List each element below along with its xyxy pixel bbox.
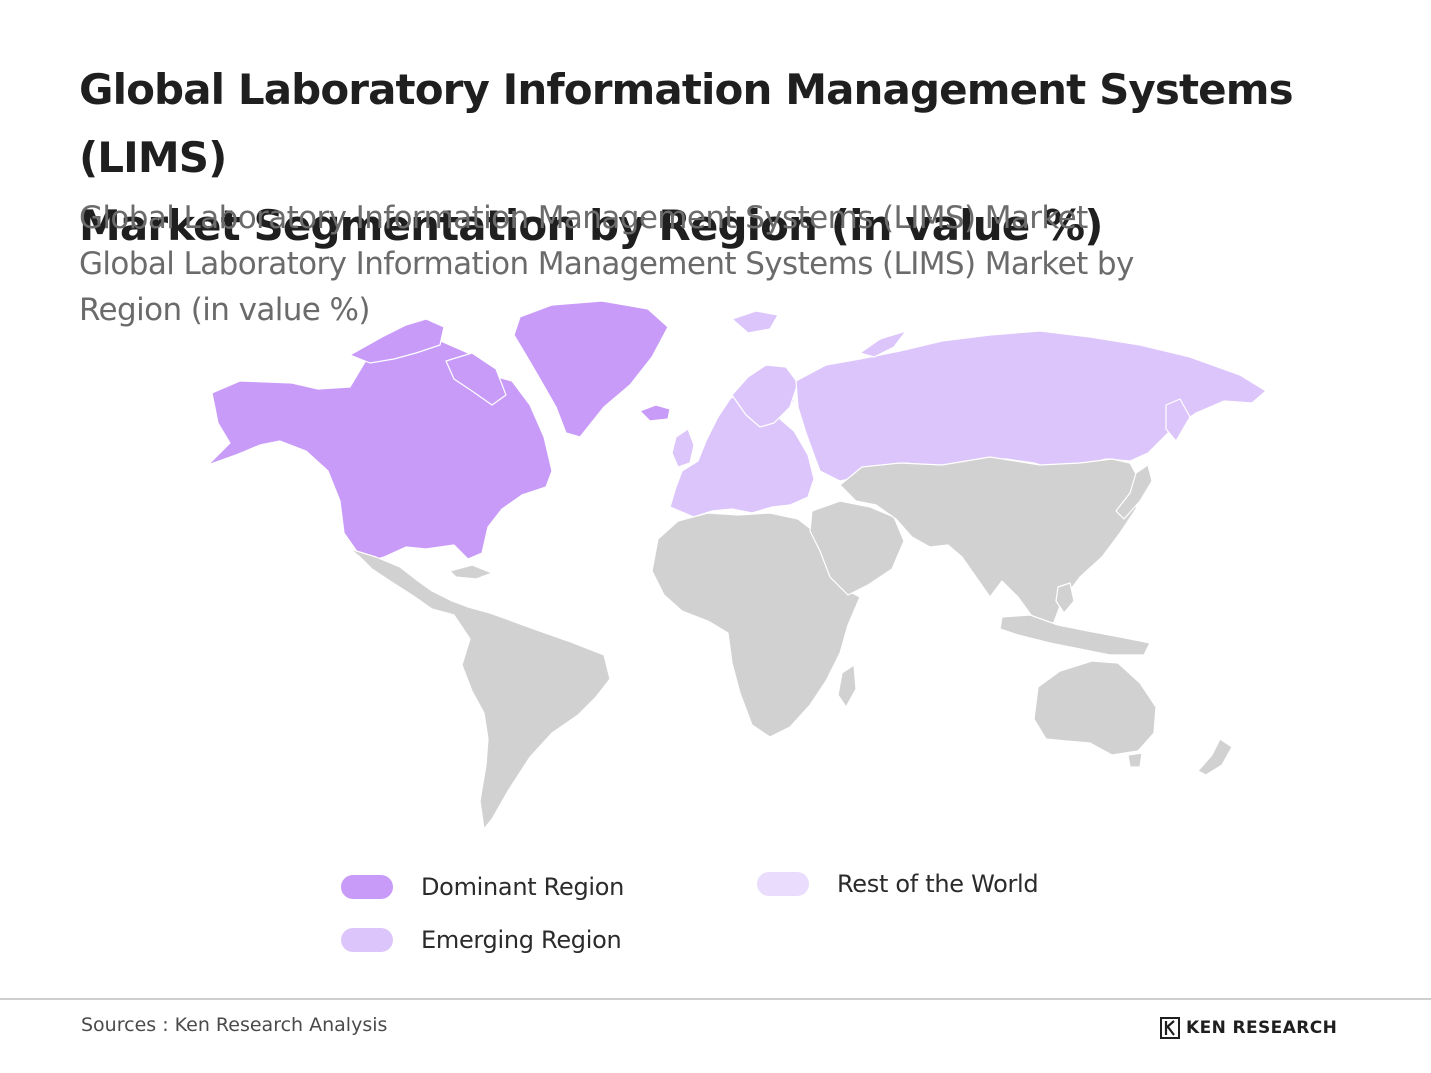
region-tasmania bbox=[1127, 752, 1143, 768]
ken-research-logo: KEN RESEARCH bbox=[1160, 1017, 1337, 1039]
region-africa bbox=[651, 512, 861, 738]
legend-label-dominant: Dominant Region bbox=[421, 873, 625, 901]
region-svalbard bbox=[731, 310, 779, 334]
legend-swatch-emerging bbox=[341, 928, 393, 952]
legend-label-rest-of-world: Rest of the World bbox=[837, 870, 1039, 898]
region-australia bbox=[1033, 660, 1157, 756]
legend-swatch-dominant bbox=[341, 875, 393, 899]
subtitle-line-3: Region (in value %) bbox=[79, 292, 370, 328]
legend-swatch-rest-of-world bbox=[757, 872, 809, 896]
chart-title-line-1: Global Laboratory Information Management… bbox=[79, 65, 1294, 182]
subtitle-line-1: Global Laboratory Information Management… bbox=[79, 200, 1088, 236]
chart-title: Global Laboratory Information Management… bbox=[79, 56, 1419, 260]
subtitle-line-2: Global Laboratory Information Management… bbox=[79, 246, 1134, 282]
region-philippines bbox=[1055, 582, 1075, 614]
chart-subtitle: Global Laboratory Information Management… bbox=[79, 195, 1209, 333]
region-uk bbox=[671, 428, 695, 468]
legend-label-emerging: Emerging Region bbox=[421, 926, 622, 954]
region-baffin-island bbox=[445, 352, 507, 406]
region-greenland bbox=[513, 300, 669, 438]
region-japan bbox=[1115, 464, 1153, 520]
chart-title-line-2: Market Segmentation by Region (in value … bbox=[79, 201, 1103, 250]
logo-text: KEN RESEARCH bbox=[1186, 1018, 1338, 1038]
region-novaya-zemlya bbox=[859, 330, 907, 358]
region-canadian-arctic-islands bbox=[349, 318, 445, 364]
world-map bbox=[207, 300, 1267, 830]
region-north-america bbox=[207, 338, 553, 562]
legend-item-dominant: Dominant Region bbox=[341, 873, 624, 901]
region-caribbean bbox=[449, 564, 493, 580]
legend-item-rest-of-world: Rest of the World bbox=[757, 870, 1039, 898]
region-iceland bbox=[639, 404, 671, 422]
footer-divider bbox=[0, 998, 1431, 1000]
legend-item-emerging: Emerging Region bbox=[341, 926, 622, 954]
region-scandinavia bbox=[731, 364, 799, 428]
region-latin-america bbox=[349, 548, 611, 830]
region-southeast-asia-islands bbox=[999, 614, 1151, 656]
sources-text: Sources : Ken Research Analysis bbox=[81, 1014, 388, 1036]
region-madagascar bbox=[837, 664, 857, 708]
region-new-zealand bbox=[1197, 738, 1233, 776]
region-kamchatka bbox=[1165, 398, 1191, 442]
ken-research-k-logo-icon bbox=[1160, 1017, 1180, 1039]
region-middle-east bbox=[809, 500, 905, 596]
